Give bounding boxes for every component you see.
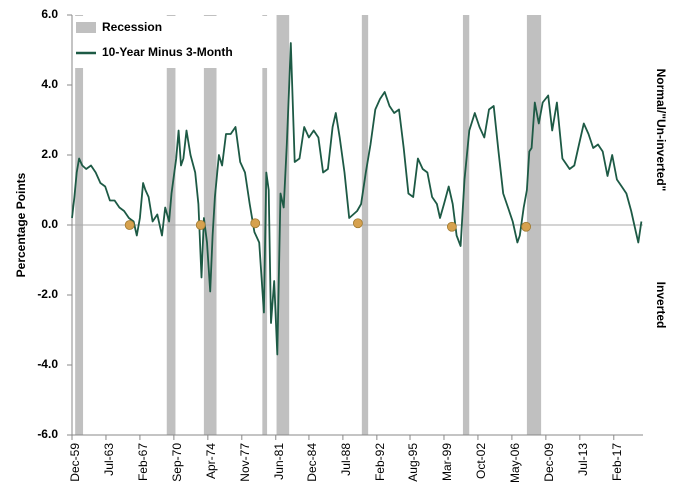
annotation: Normal/"Un-inverted" (654, 69, 668, 192)
x-tick-label: Feb-67 (136, 443, 150, 481)
x-tick-label: Apr-74 (204, 443, 218, 479)
y-tick-label: 6.0 (41, 7, 58, 21)
series-line (71, 42, 643, 356)
x-tick-label: Dec-84 (305, 443, 319, 482)
x-tick-label: Feb-17 (610, 443, 624, 481)
x-tick-label: Oct-02 (474, 443, 488, 479)
signal-dot (446, 221, 457, 232)
y-tick-label: -2.0 (37, 287, 58, 301)
y-axis-label: Percentage Points (14, 172, 28, 277)
legend-label: 10-Year Minus 3-Month (102, 45, 233, 59)
y-tick-label: 0.0 (41, 217, 58, 231)
x-tick-label: Jul-63 (102, 443, 116, 476)
x-tick-label: Mar-99 (440, 443, 454, 481)
signal-dot (124, 220, 135, 230)
y-tick-label: -4.0 (37, 357, 58, 371)
legend-swatch (76, 22, 96, 33)
signal-dot (250, 218, 261, 229)
signal-dot (352, 218, 363, 229)
x-tick-label: Jul-13 (576, 443, 590, 476)
x-tick-label: Jul-88 (339, 443, 353, 476)
x-tick-label: Feb-92 (373, 443, 387, 481)
x-tick-label: Jun-81 (272, 443, 286, 480)
x-tick-label: Dec-59 (68, 443, 82, 482)
x-tick-label: Sep-70 (170, 443, 184, 482)
x-tick-label: Dec-09 (542, 443, 556, 482)
annotation: Inverted (654, 282, 668, 329)
signal-dot (195, 220, 206, 230)
x-tick-label: Aug-95 (406, 443, 420, 482)
y-tick-label: -6.0 (37, 427, 58, 441)
y-tick-label: 2.0 (41, 147, 58, 161)
legend-label: Recession (102, 20, 162, 34)
x-tick-label: Nov-77 (238, 443, 252, 482)
x-tick-label: May-06 (508, 443, 522, 483)
signal-dot (521, 221, 532, 232)
y-tick-label: 4.0 (41, 77, 58, 91)
legend-bg (73, 16, 268, 68)
